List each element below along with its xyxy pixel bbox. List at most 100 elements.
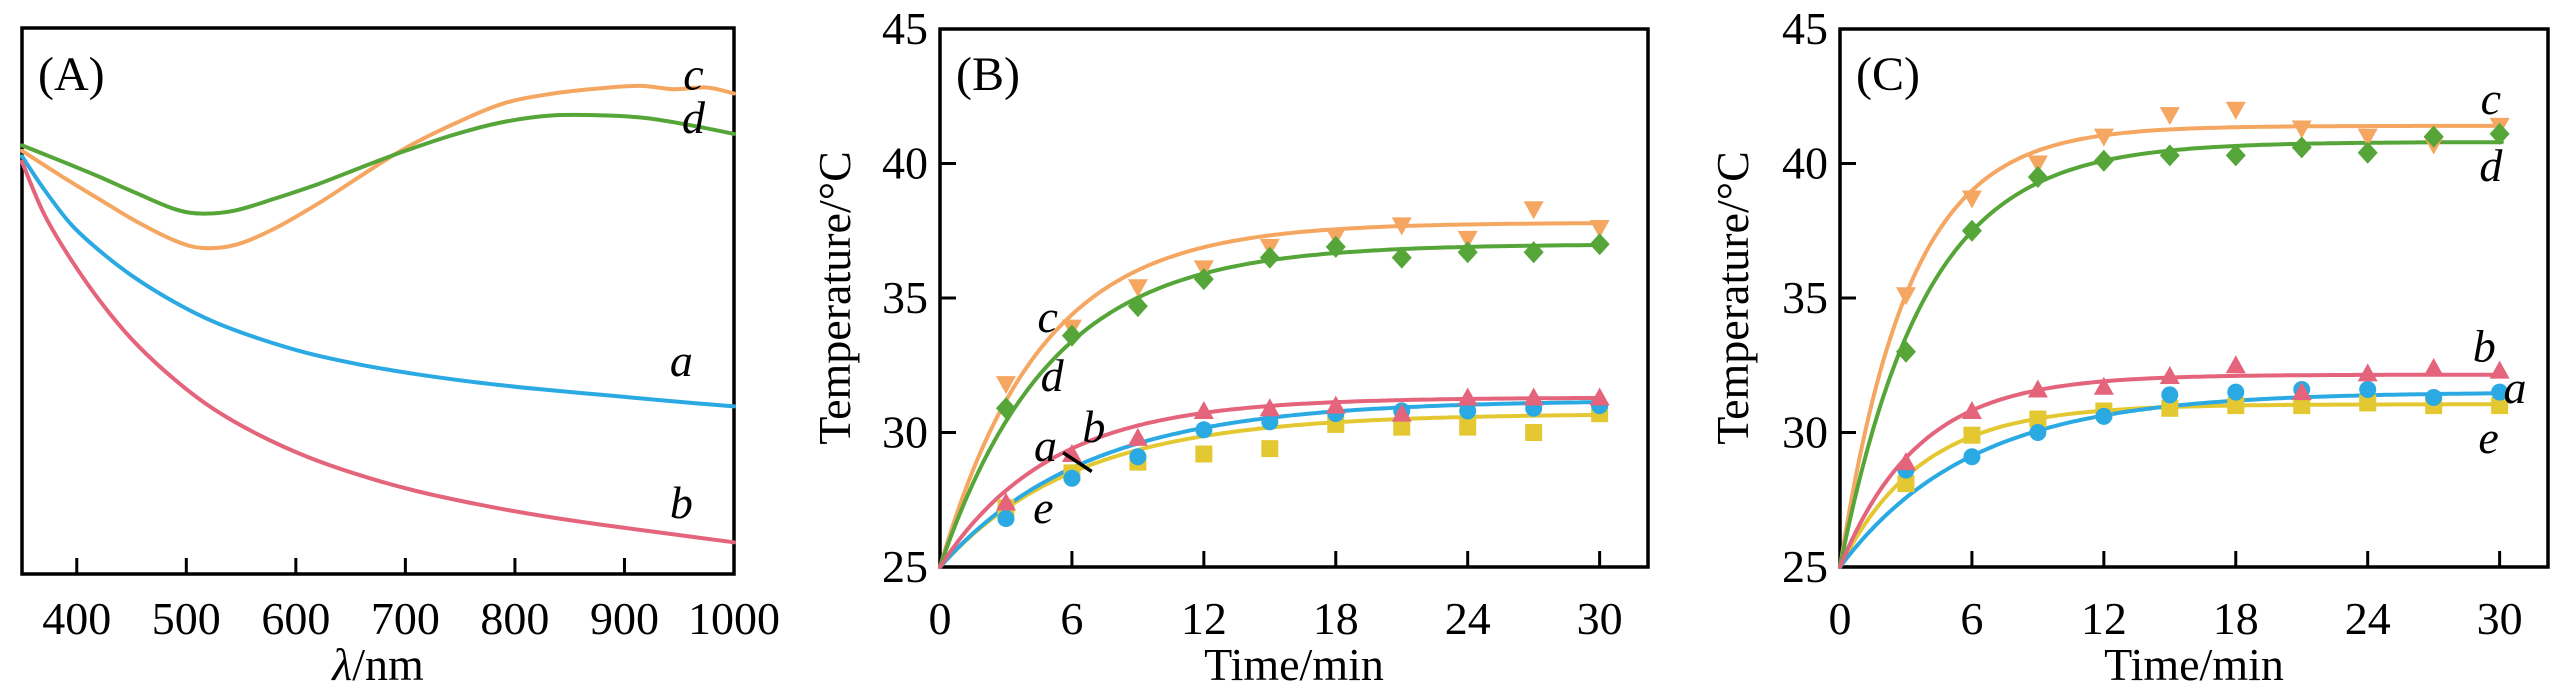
series-b-marker bbox=[1961, 400, 1982, 419]
x-tick-label: 6 bbox=[1960, 593, 1983, 644]
x-tick-label: 500 bbox=[152, 593, 221, 644]
series-b-marker bbox=[1457, 387, 1478, 406]
x-tick-label: 600 bbox=[261, 593, 330, 644]
series-d-marker bbox=[2027, 165, 2048, 188]
x-tick-label: 0 bbox=[1829, 593, 1852, 644]
series-b-marker bbox=[2093, 376, 2114, 395]
x-tick-label: 800 bbox=[480, 593, 549, 644]
series-c-marker bbox=[1391, 217, 1412, 236]
curve-label-c: c bbox=[2481, 73, 2501, 124]
series-e-marker bbox=[1261, 440, 1279, 458]
series-d-line bbox=[20, 112, 736, 216]
series-d-marker bbox=[1457, 241, 1478, 264]
panel-a-chart: 400 500 600 700 800 900 1000 λ/nm (A) a b cd bbox=[20, 26, 780, 690]
panel-letter: (C) bbox=[1856, 48, 1920, 101]
curve-label-b: b bbox=[1082, 401, 1105, 452]
series-b-marker bbox=[1523, 387, 1544, 406]
series-c-marker bbox=[2093, 128, 2114, 147]
series-e-marker bbox=[2227, 397, 2245, 415]
x-tick-label: 700 bbox=[371, 593, 440, 644]
x-axis-label: Time/min bbox=[2104, 639, 2284, 690]
series-d-marker bbox=[1259, 246, 1280, 269]
y-tick-label: 35 bbox=[1782, 272, 1828, 323]
y-axis-label: Temperature/°C bbox=[1707, 151, 1758, 445]
curve-label-a: a bbox=[1034, 420, 1057, 471]
curve-label-pointer-a bbox=[1062, 451, 1093, 473]
series-b-marker bbox=[1589, 387, 1610, 406]
series-e-marker bbox=[2359, 394, 2377, 412]
series-b-marker bbox=[1391, 403, 1412, 422]
curve-label-d: d bbox=[2479, 140, 2503, 191]
series-a-marker bbox=[2491, 383, 2509, 401]
curve-label-d: d bbox=[682, 92, 706, 143]
curve-label-b: b bbox=[670, 477, 693, 528]
series-d-marker bbox=[1961, 219, 1982, 242]
x-tick-label: 0 bbox=[929, 593, 952, 644]
series-c-marker bbox=[1895, 287, 1916, 306]
series-d-marker bbox=[2225, 144, 2246, 167]
y-tick-label: 35 bbox=[882, 272, 928, 323]
panel-letter: (B) bbox=[956, 48, 1020, 101]
curve-label-a: a bbox=[2504, 362, 2527, 413]
series-d-marker bbox=[1391, 246, 1412, 269]
series-e-marker bbox=[1897, 475, 1915, 493]
series-a-marker bbox=[1261, 413, 1279, 431]
series-d-marker bbox=[995, 397, 1016, 420]
series-a-marker bbox=[2095, 407, 2113, 425]
series-c-line bbox=[938, 221, 1604, 569]
series-d-marker bbox=[1325, 235, 1346, 258]
curve-label-e: e bbox=[2478, 412, 2498, 463]
series-c-marker bbox=[2225, 101, 2246, 120]
x-tick-label: 24 bbox=[1445, 593, 1491, 644]
y-tick-label: 30 bbox=[882, 407, 928, 458]
curve-label-b: b bbox=[2473, 320, 2496, 371]
series-d-marker bbox=[2357, 141, 2378, 164]
series-a-marker bbox=[1129, 448, 1147, 466]
series-e-marker bbox=[1195, 445, 1213, 463]
plot-box bbox=[20, 26, 736, 576]
series-b-line bbox=[20, 159, 736, 545]
series-b-marker bbox=[2159, 366, 2180, 385]
series-a-marker bbox=[2161, 386, 2179, 404]
series-d-marker bbox=[2423, 125, 2444, 148]
series-d-marker bbox=[2291, 136, 2312, 159]
y-tick-label: 25 bbox=[1782, 541, 1828, 592]
series-a-marker bbox=[997, 510, 1015, 528]
series-c-line bbox=[20, 83, 736, 251]
y-tick-label: 40 bbox=[1782, 138, 1828, 189]
series-b-marker bbox=[1127, 427, 1148, 446]
series-d-marker bbox=[2093, 149, 2114, 172]
series-b-marker bbox=[2027, 379, 2048, 398]
series-b-marker bbox=[1259, 398, 1280, 417]
x-tick-label: 12 bbox=[2081, 593, 2127, 644]
series-b-marker bbox=[1193, 400, 1214, 419]
series-e-marker bbox=[1459, 418, 1477, 436]
y-tick-label: 45 bbox=[882, 3, 928, 54]
panel-b-chart: 0 6 12 18 24 30 25 30 35 40 45 Time/min Temperature/… bbox=[810, 3, 1650, 690]
y-tick-label: 30 bbox=[1782, 407, 1828, 458]
series-d-marker bbox=[1061, 324, 1082, 347]
curve-label-c: c bbox=[683, 48, 703, 99]
series-c-marker bbox=[2027, 155, 2048, 174]
series-c-marker bbox=[1589, 220, 1610, 239]
series-a-marker bbox=[2359, 380, 2377, 398]
series-e-marker bbox=[2161, 399, 2179, 417]
series-c-marker bbox=[995, 376, 1016, 395]
series-c-marker bbox=[1457, 230, 1478, 249]
x-tick-label: 24 bbox=[2345, 593, 2391, 644]
series-c-marker bbox=[1961, 190, 1982, 209]
series-c-marker bbox=[2159, 107, 2180, 126]
series-c-line bbox=[1838, 123, 2504, 569]
y-tick-label: 25 bbox=[882, 541, 928, 592]
series-e-marker bbox=[2491, 397, 2509, 415]
plot-box bbox=[1838, 27, 2550, 569]
series-c-marker bbox=[1523, 201, 1544, 220]
x-tick-label: 18 bbox=[2213, 593, 2259, 644]
series-d-marker bbox=[2489, 122, 2510, 145]
panel-letter: (A) bbox=[38, 48, 105, 101]
series-a-marker bbox=[1063, 469, 1081, 487]
x-tick-label: 400 bbox=[42, 593, 111, 644]
series-e-marker bbox=[2029, 410, 2047, 428]
series-e-marker bbox=[1963, 426, 1981, 444]
